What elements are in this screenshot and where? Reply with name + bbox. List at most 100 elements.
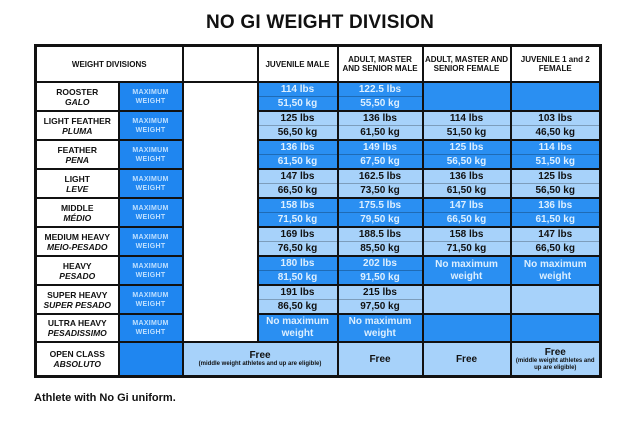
adult-male-cell: No maximum weight: [336, 313, 424, 343]
adult-male-value: 136 lbs: [363, 113, 397, 124]
juvenile-female-value: 147 lbs: [538, 229, 573, 240]
max-weight-label: MAXIMUM WEIGHT: [117, 226, 184, 257]
juvenile-female-value: 46,50 kg: [511, 125, 599, 139]
weight-division-table: WEIGHT DIVISIONS JUVENILE MALE ADULT, MA…: [34, 44, 602, 378]
header-juvenile-male: JUVENILE MALE: [256, 44, 339, 83]
juvenile-male-value: 71,50 kg: [258, 212, 337, 226]
juvenile-female-cell: 114 lbs 51,50 kg: [509, 139, 602, 170]
juvenile-female-cell: [509, 313, 602, 343]
eligibility-note: (middle weight athletes and up are eligi…: [515, 357, 595, 371]
juvenile-male-value: 81,50 kg: [258, 270, 337, 284]
juvenile-female-cell: [509, 284, 602, 315]
juvenile-female-value: 136 lbs: [538, 200, 573, 211]
division-name-cell: LIGHT LEVE: [34, 168, 120, 199]
juvenile-male-cell: 114 lbs 51,50 kg: [256, 81, 339, 112]
adult-male-value: 215 lbs: [363, 287, 397, 298]
juvenile-male-value: 136 lbs: [280, 142, 315, 153]
division-name: ULTRA HEAVY: [47, 318, 107, 328]
juvenile-male-cell: No maximum weight: [256, 313, 339, 343]
juvenile-male-value: 56,50 kg: [258, 125, 337, 139]
adult-female-cell: 114 lbs 51,50 kg: [421, 110, 512, 141]
division-subname: GALO: [64, 96, 90, 107]
max-weight-label: MAXIMUM WEIGHT: [117, 168, 184, 199]
adult-female-value: 51,50 kg: [423, 125, 510, 139]
juvenile-male-cell: 169 lbs 76,50 kg: [256, 226, 339, 257]
juvenile-male-value: 180 lbs: [280, 258, 315, 269]
juvenile-male-value: 125 lbs: [280, 113, 315, 124]
table-row: ULTRA HEAVY PESADISSIMO MAXIMUM WEIGHT No m…: [34, 313, 602, 343]
adult-male-cell: 149 lbs 67,50 kg: [336, 139, 424, 170]
juvenile-male-cell: 136 lbs 61,50 kg: [256, 139, 339, 170]
juvenile-male-value: 169 lbs: [280, 229, 315, 240]
division-name: MIDDLE: [60, 202, 94, 213]
juvenile-male-value: 61,50 kg: [258, 154, 337, 168]
adult-male-value: 122.5 lbs: [358, 84, 402, 95]
max-weight-label: MAXIMUM WEIGHT: [117, 284, 184, 315]
juvenile-female-value: No maximum weight: [523, 258, 587, 282]
footer-note: Athlete with No Gi uniform.: [34, 392, 176, 404]
max-weight-label: MAXIMUM WEIGHT: [117, 81, 184, 112]
juvenile-female-cell: 147 lbs 66,50 kg: [509, 226, 602, 257]
adult-male-value: 61,50 kg: [338, 125, 422, 139]
table-row: ROOSTER GALO MAXIMUM WEIGHT 114 lbs 51,50 kg…: [34, 81, 602, 343]
adult-female-value: 158 lbs: [449, 229, 484, 240]
adult-male-value: 188.5 lbs: [358, 229, 402, 240]
division-subname: PENA: [65, 154, 90, 165]
adult-male-value: 97,50 kg: [338, 299, 422, 313]
max-weight-label: MAXIMUM WEIGHT: [117, 255, 184, 286]
adult-female-cell: [421, 284, 512, 315]
header-adult-male: ADULT, MASTER AND SENIOR MALE: [336, 44, 424, 83]
adult-female-cell: 158 lbs 71,50 kg: [421, 226, 512, 257]
adult-male-cell: 162.5 lbs 73,50 kg: [336, 168, 424, 199]
juvenile-female-cell: 136 lbs 61,50 kg: [509, 197, 602, 228]
division-subname: PLUMA: [62, 125, 93, 136]
table-row: SUPER HEAVY SUPER PESADO MAXIMUM WEIGHT 191…: [34, 284, 602, 315]
division-name-cell: LIGHT FEATHER PLUMA: [34, 110, 120, 141]
division-name-cell: MIDDLE MÉDIO: [34, 197, 120, 228]
adult-male-value: 91,50 kg: [338, 270, 422, 284]
division-subname: SUPER PESADO: [43, 299, 112, 310]
adult-male-value: 79,50 kg: [338, 212, 422, 226]
division-name: FEATHER: [57, 144, 97, 155]
adult-male-value: 162.5 lbs: [358, 171, 402, 182]
adult-male-cell: 215 lbs 97,50 kg: [336, 284, 424, 315]
adult-female-value: 125 lbs: [449, 142, 484, 153]
division-subname: MEIO-PESADO: [47, 241, 108, 252]
adult-male-value: No maximum weight: [348, 316, 412, 339]
juvenile-female-cell: 103 lbs 46,50 kg: [509, 110, 602, 141]
adult-male-cell: 188.5 lbs 85,50 kg: [336, 226, 424, 257]
adult-male-value: 202 lbs: [363, 258, 397, 269]
juvenile-male-value: 51,50 kg: [258, 96, 337, 110]
table-row: MEDIUM HEAVY MEIO-PESADO MAXIMUM WEIGHT 169…: [34, 226, 602, 257]
juvenile-female-value: 51,50 kg: [511, 154, 599, 168]
juvenile-male-value: 158 lbs: [280, 200, 315, 211]
juvenile-female-value: 125 lbs: [538, 171, 573, 182]
juvenile-male-cell: 147 lbs 66,50 kg: [256, 168, 339, 199]
adult-female-cell: [421, 81, 512, 112]
juvenile-male-value: No maximum weight: [266, 316, 329, 339]
juvenile-female-value: 66,50 kg: [511, 241, 599, 255]
table-row: HEAVY PESADO MAXIMUM WEIGHT 180 lbs 81,50 kg…: [34, 255, 602, 286]
juvenile-female-value: 56,50 kg: [511, 183, 599, 197]
division-subname: LEVE: [66, 183, 89, 194]
adult-female-value: 56,50 kg: [423, 154, 510, 168]
adult-female-value: 71,50 kg: [423, 241, 510, 255]
juvenile-male-cell: 191 lbs 86,50 kg: [256, 284, 339, 315]
division-name: LIGHT FEATHER: [43, 115, 111, 126]
juvenile-female-cell: 125 lbs 56,50 kg: [509, 168, 602, 199]
division-subname: PESADISSIMO: [47, 328, 107, 338]
division-name-cell: HEAVY PESADO: [34, 255, 120, 286]
adult-male-value: 73,50 kg: [338, 183, 422, 197]
adult-male-value: 85,50 kg: [338, 241, 422, 255]
free-label: Free: [544, 346, 566, 358]
free-label: Free: [369, 353, 391, 365]
header-juvenile-female: JUVENILE 1 and 2 FEMALE: [509, 44, 602, 83]
max-weight-label: MAXIMUM WEIGHT: [117, 313, 184, 343]
adult-female-value: 114 lbs: [449, 113, 484, 124]
juvenile-female-cell: No maximum weight: [509, 255, 602, 286]
juvenile-female-value: 103 lbs: [538, 113, 573, 124]
juvenile-male-value: 86,50 kg: [258, 299, 337, 313]
division-name: HEAVY: [62, 260, 92, 271]
adult-female-cell: 136 lbs 61,50 kg: [421, 168, 512, 199]
table-row: FEATHER PENA MAXIMUM WEIGHT 136 lbs 61,50 kg…: [34, 139, 602, 170]
